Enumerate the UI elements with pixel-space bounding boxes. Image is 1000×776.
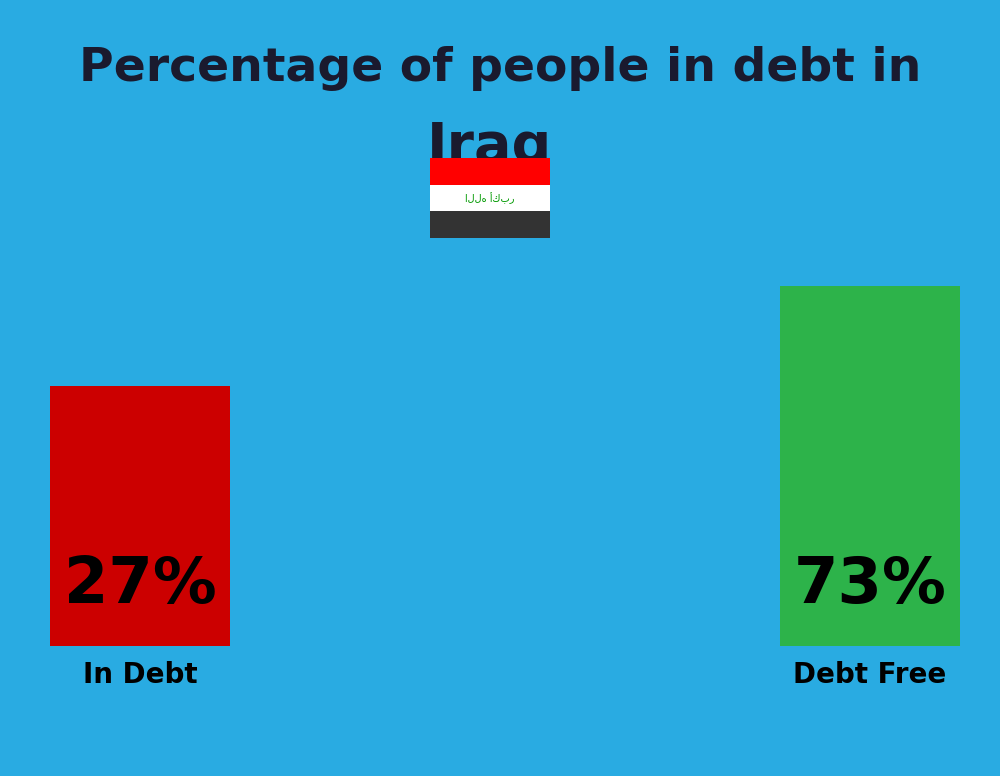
Text: Iraq: Iraq bbox=[427, 120, 553, 174]
Text: 27%: 27% bbox=[64, 554, 216, 616]
Text: الله أكبر: الله أكبر bbox=[465, 192, 515, 204]
Bar bbox=[780, 286, 960, 646]
Bar bbox=[430, 185, 550, 211]
Bar bbox=[430, 158, 550, 185]
Text: Percentage of people in debt in: Percentage of people in debt in bbox=[79, 46, 921, 91]
Text: 73%: 73% bbox=[794, 554, 946, 616]
Text: In Debt: In Debt bbox=[83, 661, 197, 689]
Bar bbox=[50, 386, 230, 646]
Bar bbox=[430, 211, 550, 238]
Text: Debt Free: Debt Free bbox=[793, 661, 947, 689]
